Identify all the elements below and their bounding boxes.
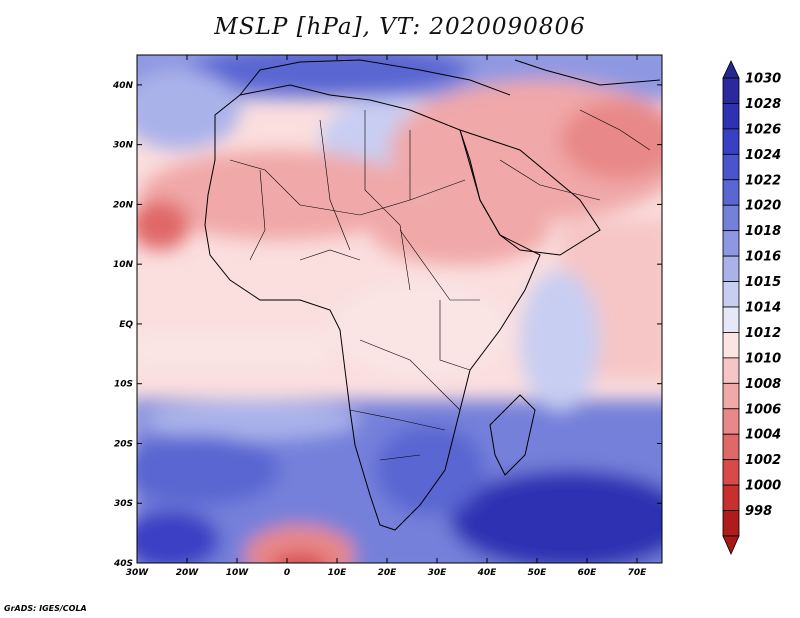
colorbar-label: 998 [745, 504, 772, 519]
y-tick-label: 20N [113, 200, 134, 210]
x-tick-label: 30W [126, 568, 150, 578]
x-tick-label: 50E [528, 568, 548, 578]
x-tick-label: 30E [428, 568, 448, 578]
colorbar-swatch [722, 77, 740, 104]
colorbar-label: 1022 [745, 173, 781, 188]
colorbar-label: 1028 [745, 97, 781, 112]
y-tick-label: 10S [114, 380, 133, 390]
colorbar-swatch [722, 357, 740, 384]
colorbar-label: 1014 [745, 301, 781, 316]
colorbar-label: 1015 [745, 275, 781, 290]
x-tick-label: 0 [284, 568, 290, 578]
y-tick-label: 30S [114, 499, 133, 509]
y-tick-label: 30N [113, 141, 134, 151]
country-borders [229, 109, 651, 461]
colorbar-labels: 1030 1028 1026 1024 1022 1020 1018 1016 1015 1014… [745, 72, 781, 520]
y-tick-label: EQ [119, 320, 133, 330]
colorbar-swatch [722, 230, 740, 257]
colorbar-label: 1008 [745, 377, 781, 392]
colorbar-swatch [722, 306, 740, 333]
colorbar-label: 1026 [745, 122, 781, 137]
colorbar-swatch [722, 128, 740, 155]
colorbar-label: 1020 [745, 199, 781, 214]
grads-credit: GrADS: IGES/COLA [4, 604, 87, 613]
colorbar-swatch [722, 281, 740, 308]
colorbar-label: 1018 [745, 224, 781, 239]
x-tick-label: 10E [328, 568, 348, 578]
coastlines [204, 59, 661, 531]
colorbar-label: 1006 [745, 402, 781, 417]
axis-ticks [136, 55, 662, 564]
colorbar-label: 1004 [745, 428, 781, 443]
axis-labels: 30W 20W 10W 0 10E 20E 30E 40E 50E 60E 70E 40N 30N 20N… [112, 81, 647, 578]
colorbar-label: 1030 [745, 72, 781, 87]
colorbar-swatch [722, 382, 740, 410]
x-tick-label: 40E [477, 568, 498, 578]
colorbar-bottom-arrow [722, 535, 740, 555]
colorbar-label: 1000 [745, 479, 781, 494]
x-tick-label: 10W [226, 568, 250, 578]
colorbar-swatch [722, 204, 740, 232]
colorbar [722, 60, 740, 555]
colorbar-swatch [722, 408, 740, 435]
colorbar-swatch [722, 332, 740, 359]
colorbar-label: 1012 [745, 326, 781, 341]
colorbar-swatch [722, 255, 740, 282]
y-tick-label: 20S [114, 439, 133, 449]
pressure-field [137, 55, 662, 563]
x-tick-label: 60E [578, 568, 598, 578]
y-tick-label: 10N [113, 260, 134, 270]
x-tick-label: 20E [378, 568, 398, 578]
colorbar-swatch [722, 433, 740, 461]
map-title: MSLP [hPa], VT: 2020090806 [214, 14, 586, 40]
y-tick-label: 40N [112, 81, 134, 91]
colorbar-swatch [722, 179, 740, 206]
colorbar-top-arrow [722, 60, 740, 79]
colorbar-swatch [722, 459, 740, 486]
map-frame [136, 54, 663, 564]
colorbar-label: 1016 [745, 250, 781, 265]
colorbar-swatch [722, 153, 740, 181]
colorbar-swatch [722, 510, 740, 537]
x-tick-label: 70E [628, 568, 648, 578]
colorbar-label: 1024 [745, 148, 781, 163]
y-tick-label: 40S [113, 559, 133, 569]
x-tick-label: 20W [176, 568, 200, 578]
colorbar-swatch [722, 103, 740, 130]
colorbar-swatch [722, 484, 740, 511]
colorbar-label: 1010 [745, 351, 781, 366]
colorbar-label: 1002 [745, 453, 781, 468]
